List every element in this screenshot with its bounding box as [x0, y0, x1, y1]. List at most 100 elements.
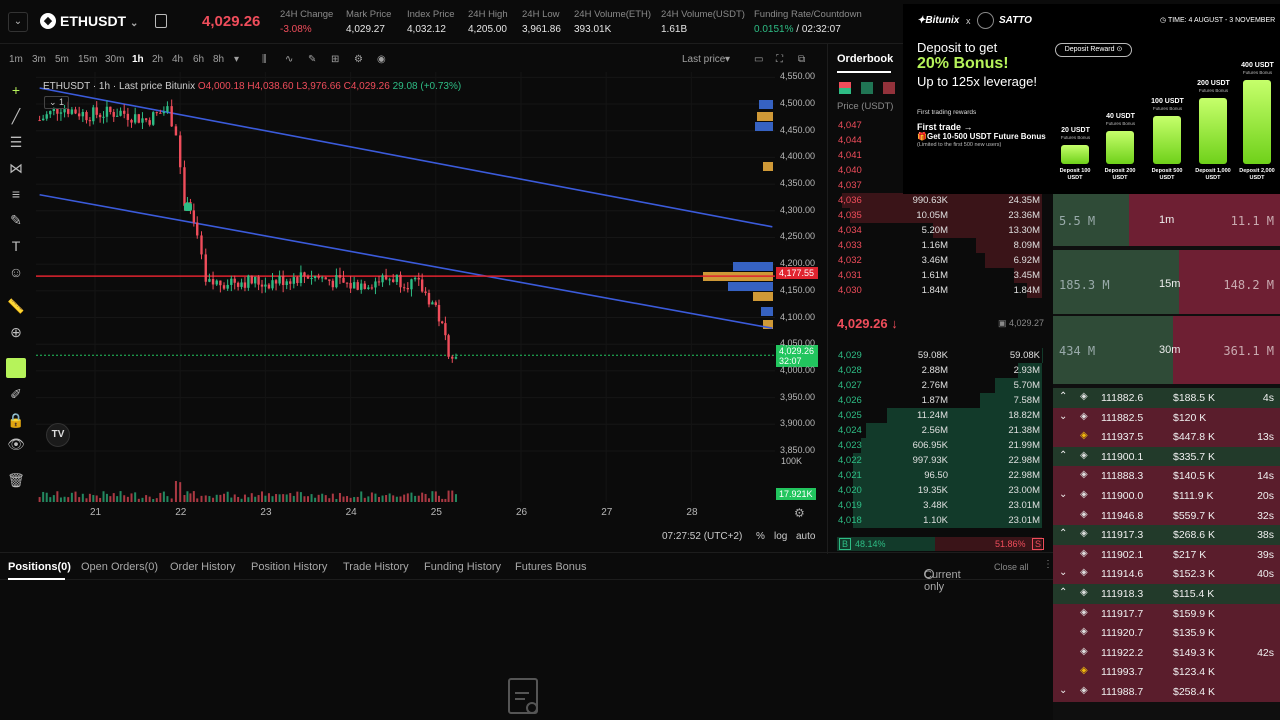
- ask-row[interactable]: 4,033 1.16M 8.09M: [828, 238, 1042, 253]
- layout-icon[interactable]: ▭: [754, 54, 764, 65]
- bid-row[interactable]: 4,018 1.10K 23.01M: [828, 513, 1042, 528]
- bid-row[interactable]: 4,020 19.35K 23.00M: [828, 483, 1042, 498]
- pattern-tool-icon[interactable]: ⋈: [9, 160, 23, 176]
- bid-row[interactable]: 4,023 606.95K 21.99M: [828, 438, 1042, 453]
- timeframe-1m[interactable]: 1m: [9, 54, 23, 65]
- bid-row[interactable]: 4,021 96.50 22.98M: [828, 468, 1042, 483]
- tab-6[interactable]: Futures Bonus: [515, 561, 587, 573]
- scale-auto-toggle[interactable]: auto: [796, 531, 816, 542]
- price-chart[interactable]: ETHUSDT · 1h · Last price Bitunix O4,000…: [0, 71, 825, 548]
- bid-row[interactable]: 4,019 3.48K 23.01M: [828, 498, 1042, 513]
- bid-row[interactable]: 4,022 997.93K 22.98M: [828, 453, 1042, 468]
- bid-row[interactable]: 4,024 2.56M 21.38M: [828, 423, 1042, 438]
- timeframe-8h[interactable]: 8h: [213, 54, 225, 65]
- volume-bar: [367, 496, 370, 502]
- timeframe-3m[interactable]: 3m: [32, 54, 46, 65]
- settings-icon[interactable]: ⚙: [354, 54, 363, 65]
- candle-body: [253, 276, 257, 284]
- tab-2[interactable]: Order History: [170, 561, 236, 573]
- tab-3[interactable]: Position History: [251, 561, 328, 573]
- alert-icon[interactable]: ◉: [377, 54, 386, 65]
- text-tool-icon[interactable]: T: [11, 238, 21, 254]
- orderbook-view-both-icon[interactable]: [839, 82, 851, 94]
- chart-settings-icon[interactable]: ⚙: [794, 506, 805, 520]
- chart-canvas[interactable]: [0, 72, 825, 548]
- liq-short-bg: [1173, 316, 1280, 384]
- timeframe-5m[interactable]: 5m: [55, 54, 69, 65]
- lock-icon[interactable]: 🔒: [7, 412, 25, 428]
- ask-row[interactable]: 4,037: [828, 178, 1042, 193]
- ruler-icon[interactable]: 📏: [7, 298, 25, 314]
- tab-4[interactable]: Trade History: [343, 561, 409, 573]
- orderbook-view-asks-icon[interactable]: [883, 82, 895, 94]
- deposit-reward-button[interactable]: Deposit Reward ⊙: [1055, 43, 1132, 57]
- buy-ratio: 48.14%: [855, 539, 886, 549]
- tab-0[interactable]: Positions(0): [8, 561, 71, 573]
- timeframe-1h[interactable]: 1h: [132, 54, 144, 65]
- pencil-lock-icon[interactable]: ✐: [10, 386, 22, 402]
- bid-row[interactable]: 4,028 2.88M 2.93M: [828, 363, 1042, 378]
- brush-icon[interactable]: ✎: [10, 212, 22, 228]
- trash-icon[interactable]: 🗑: [7, 472, 25, 488]
- close-all-button[interactable]: Close all: [994, 562, 1029, 572]
- ask-row[interactable]: 4,041: [828, 148, 1042, 163]
- bid-row[interactable]: 4,029 59.08K 59.08K: [828, 348, 1042, 363]
- scale-log-toggle[interactable]: log: [774, 531, 788, 542]
- ask-row[interactable]: 4,030 1.84M 1.84M: [828, 283, 1042, 298]
- candle-type-icon[interactable]: ⫼: [262, 54, 267, 65]
- active-tool-icon[interactable]: [6, 358, 26, 378]
- orderbook-title[interactable]: Orderbook: [837, 53, 894, 65]
- pair-selector[interactable]: ETHUSDT ⌄: [60, 13, 138, 29]
- pair-info-icon[interactable]: [155, 14, 167, 28]
- ask-row[interactable]: 4,044: [828, 133, 1042, 148]
- orderbook-view-bids-icon[interactable]: [861, 82, 873, 94]
- scale-percent-toggle[interactable]: %: [756, 531, 765, 542]
- promo-banner[interactable]: ✦Bitunix x SATTO ◷ TIME: 4 AUGUST - 3 NO…: [903, 4, 1280, 194]
- exchange-logo-icon: ◈: [1080, 547, 1088, 559]
- trendline-tool-icon[interactable]: ╱: [11, 108, 21, 124]
- ask-row[interactable]: 4,047: [828, 118, 1042, 133]
- screenshot-icon[interactable]: ⧉: [798, 54, 806, 65]
- timeframe-6h[interactable]: 6h: [193, 54, 205, 65]
- order-amount: 5.20M: [921, 225, 948, 236]
- zoom-in-icon[interactable]: ⊕: [10, 324, 22, 340]
- timeframe-4h[interactable]: 4h: [172, 54, 184, 65]
- edit-icon[interactable]: ✎: [308, 54, 317, 65]
- ask-row[interactable]: 4,035 10.05M 23.36M: [828, 208, 1042, 223]
- ask-row[interactable]: 4,032 3.46M 6.92M: [828, 253, 1042, 268]
- tab-5[interactable]: Funding History: [424, 561, 502, 573]
- timeframe-15m[interactable]: 15m: [78, 54, 98, 65]
- emoji-icon[interactable]: ☺: [8, 264, 24, 280]
- liq-summary-1m: 5.5 M 1m 11.1 M: [1053, 194, 1280, 246]
- price-type-select[interactable]: Last price: [682, 54, 726, 65]
- timeframe-2h[interactable]: 2h: [152, 54, 164, 65]
- horizontal-lines-icon[interactable]: ☰: [9, 134, 23, 150]
- menu-toggle-button[interactable]: ⌄: [8, 12, 28, 32]
- candle-body: [74, 109, 77, 114]
- exchange-logo-icon: ◈: [1080, 528, 1088, 540]
- indicator-toggle[interactable]: ⌄ 1: [44, 96, 70, 109]
- ask-row[interactable]: 4,040: [828, 163, 1042, 178]
- volume-bar: [74, 491, 77, 502]
- ask-row[interactable]: 4,036 990.63K 24.35M: [828, 193, 1042, 208]
- timeframe-30m[interactable]: 30m: [105, 54, 125, 65]
- timeframe-dropdown-icon[interactable]: ▾: [234, 54, 240, 65]
- crosshair-icon[interactable]: +: [11, 82, 21, 98]
- tab-1[interactable]: Open Orders(0): [81, 561, 159, 573]
- indicators-icon[interactable]: ∿: [285, 54, 294, 65]
- bid-row[interactable]: 4,026 1.87M 7.58M: [828, 393, 1042, 408]
- liq-value: $149.3 K: [1173, 646, 1216, 659]
- candle-body: [105, 106, 109, 117]
- exchange-logo-icon: ◈: [1080, 626, 1088, 638]
- bid-row[interactable]: 4,025 11.24M 18.82M: [828, 408, 1042, 423]
- candle-body: [38, 120, 41, 122]
- fullscreen-icon[interactable]: ⛶: [776, 54, 783, 65]
- ask-row[interactable]: 4,034 5.20M 13.30M: [828, 223, 1042, 238]
- fib-tool-icon[interactable]: ≡: [11, 186, 21, 202]
- compare-icon[interactable]: ⊞: [331, 54, 340, 65]
- ask-row[interactable]: 4,031 1.61M 3.45M: [828, 268, 1042, 283]
- eye-icon[interactable]: 👁: [7, 436, 25, 452]
- bid-row[interactable]: 4,027 2.76M 5.70M: [828, 378, 1042, 393]
- tradingview-logo-icon[interactable]: TV: [46, 423, 70, 447]
- more-options-icon[interactable]: ⋮: [1043, 559, 1053, 570]
